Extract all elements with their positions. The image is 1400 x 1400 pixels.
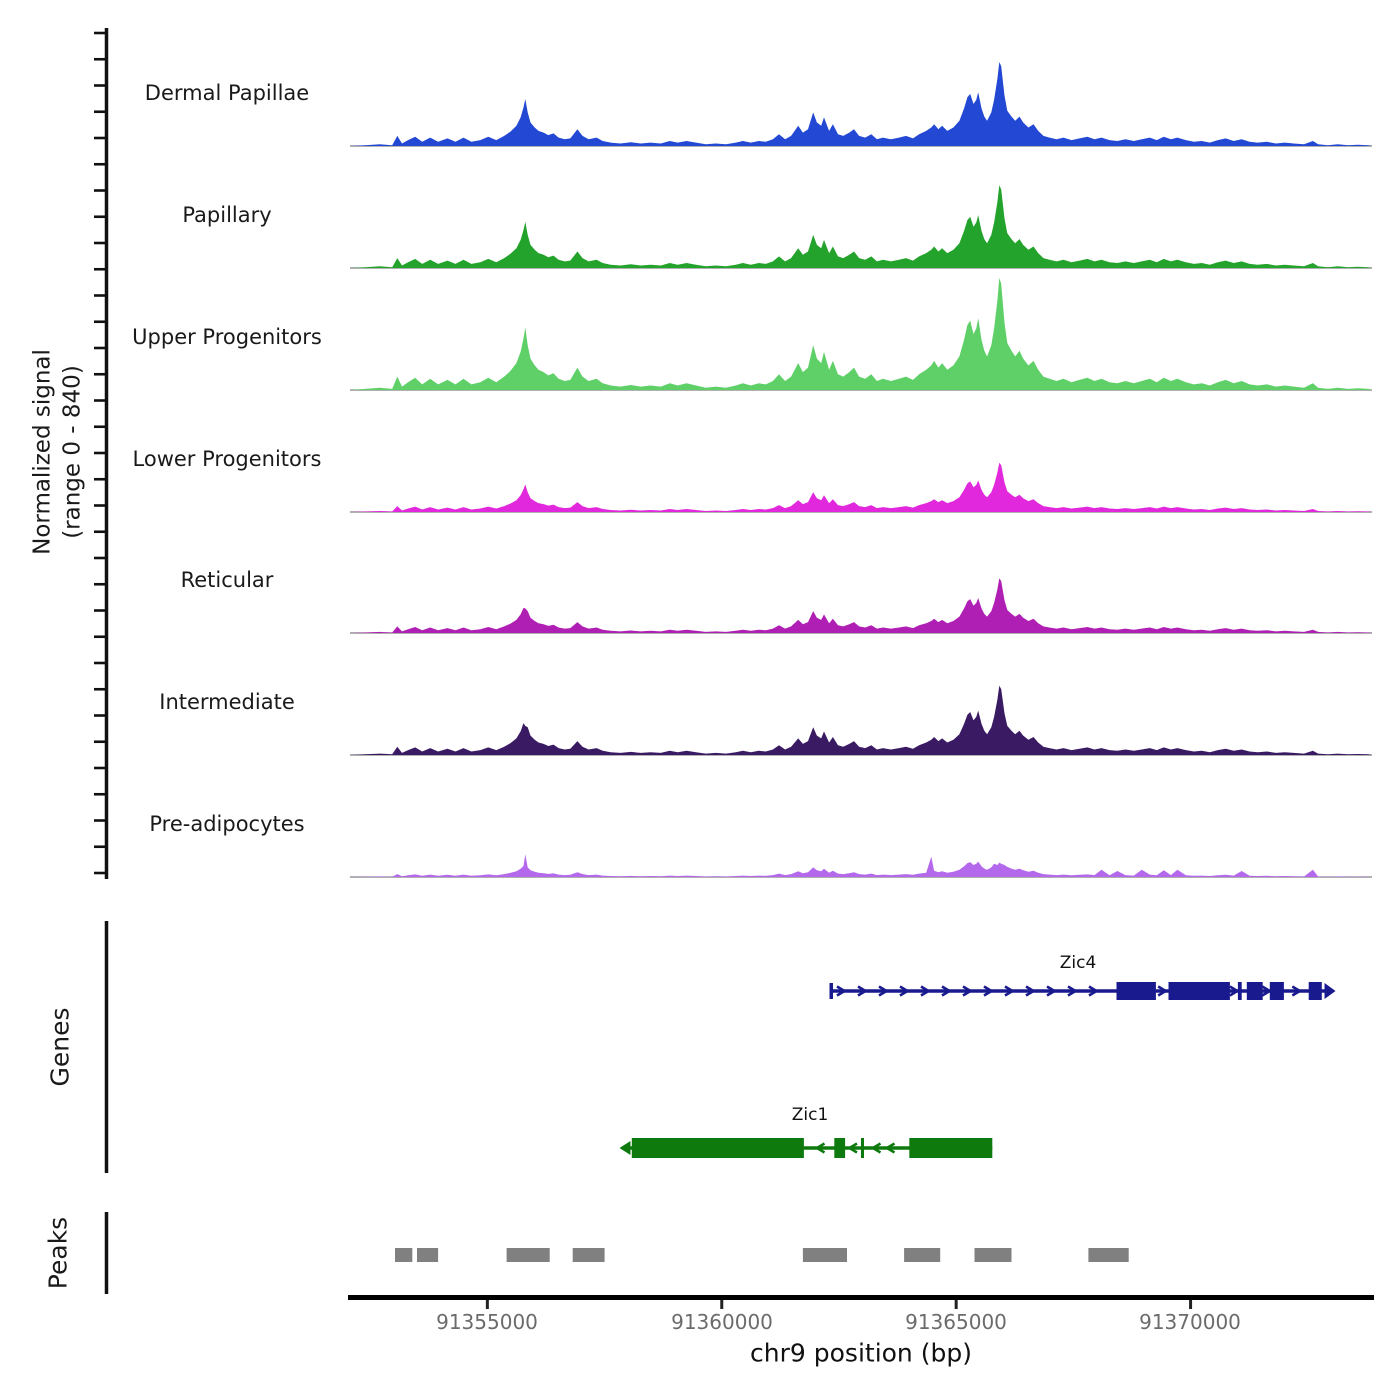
exon xyxy=(1308,982,1322,1000)
strand-arrow xyxy=(814,1142,826,1154)
signal-area-papillary xyxy=(350,185,1372,268)
gene-zic1 xyxy=(619,1138,993,1158)
y-axis-label-line2: (range 0 - 840) xyxy=(60,365,86,539)
signal-tracks-layer xyxy=(350,62,1372,878)
strand-arrow xyxy=(870,1142,882,1154)
gene-label-zic1: Zic1 xyxy=(791,1105,829,1125)
strand-arrow xyxy=(1067,985,1079,997)
exon xyxy=(861,1138,864,1158)
track-label-intermediate: Intermediate xyxy=(159,690,295,714)
exon xyxy=(1269,982,1284,1000)
gene-start-marker xyxy=(829,983,833,999)
gene-end-arrow xyxy=(1324,983,1336,999)
signal-area-lower-progenitors xyxy=(350,462,1372,512)
peaks-section-label: Peaks xyxy=(43,1216,73,1290)
peak-region xyxy=(572,1248,605,1262)
strand-arrow xyxy=(1025,985,1037,997)
exon xyxy=(1246,982,1263,1000)
signal-area-reticular xyxy=(350,578,1372,633)
signal-area-upper-progenitors xyxy=(350,278,1372,390)
strand-arrow xyxy=(962,985,974,997)
track-label-papillary: Papillary xyxy=(182,203,272,227)
exon xyxy=(631,1138,804,1158)
signal-area-dermal-papillae xyxy=(350,62,1372,146)
strand-arrow xyxy=(1261,985,1273,997)
signal-area-pre-adipocytes xyxy=(350,854,1372,877)
x-tick-label-91370000: 91370000 xyxy=(1139,1310,1241,1334)
genes-layer xyxy=(619,982,1336,1158)
track-label-lower-progenitors: Lower Progenitors xyxy=(132,447,322,471)
peak-region xyxy=(974,1248,1012,1262)
strand-arrow xyxy=(1088,985,1100,997)
y-axis-label-line1: Normalized signal xyxy=(29,349,56,555)
track-label-reticular: Reticular xyxy=(180,568,274,592)
strand-arrow xyxy=(1291,985,1303,997)
peak-region xyxy=(395,1248,413,1262)
strand-arrow xyxy=(836,985,848,997)
genes-section-label: Genes xyxy=(45,1007,75,1087)
track-label-upper-progenitors: Upper Progenitors xyxy=(132,325,322,349)
peak-region xyxy=(1088,1248,1129,1262)
peak-region xyxy=(904,1248,941,1262)
strand-arrow xyxy=(899,985,911,997)
x-axis-title: chr9 position (bp) xyxy=(750,1338,972,1368)
exon xyxy=(1168,982,1230,1000)
strand-arrow xyxy=(884,1142,896,1154)
strand-arrow xyxy=(1046,985,1058,997)
y-axis-label: Normalized signal (range 0 - 840) xyxy=(28,349,89,555)
track-label-pre-adipocytes: Pre-adipocytes xyxy=(149,812,305,836)
strand-arrow xyxy=(1157,985,1169,997)
strand-arrow xyxy=(920,985,932,997)
peaks-layer xyxy=(395,1248,1129,1262)
strand-arrow xyxy=(878,985,890,997)
strand-arrow xyxy=(1004,985,1016,997)
track-label-dermal-papillae: Dermal Papillae xyxy=(144,81,310,105)
exon xyxy=(909,1138,993,1158)
signal-area-intermediate xyxy=(350,685,1372,755)
peak-region xyxy=(417,1248,439,1262)
gene-zic4 xyxy=(829,982,1336,1000)
gene-label-zic4: Zic4 xyxy=(1059,953,1097,973)
x-tick-label-91365000: 91365000 xyxy=(905,1310,1007,1334)
axes-layer xyxy=(94,28,1374,1309)
strand-arrow xyxy=(846,1142,858,1154)
x-tick-label-91355000: 91355000 xyxy=(436,1310,538,1334)
strand-arrow xyxy=(1229,985,1240,997)
gene-end-arrow xyxy=(619,1141,631,1155)
x-tick-label-91360000: 91360000 xyxy=(671,1310,773,1334)
peak-region xyxy=(506,1248,550,1262)
exon xyxy=(1116,982,1156,1000)
strand-arrow xyxy=(983,985,995,997)
peak-region xyxy=(802,1248,847,1262)
strand-arrow xyxy=(941,985,953,997)
exon xyxy=(834,1138,846,1158)
strand-arrow xyxy=(857,985,869,997)
